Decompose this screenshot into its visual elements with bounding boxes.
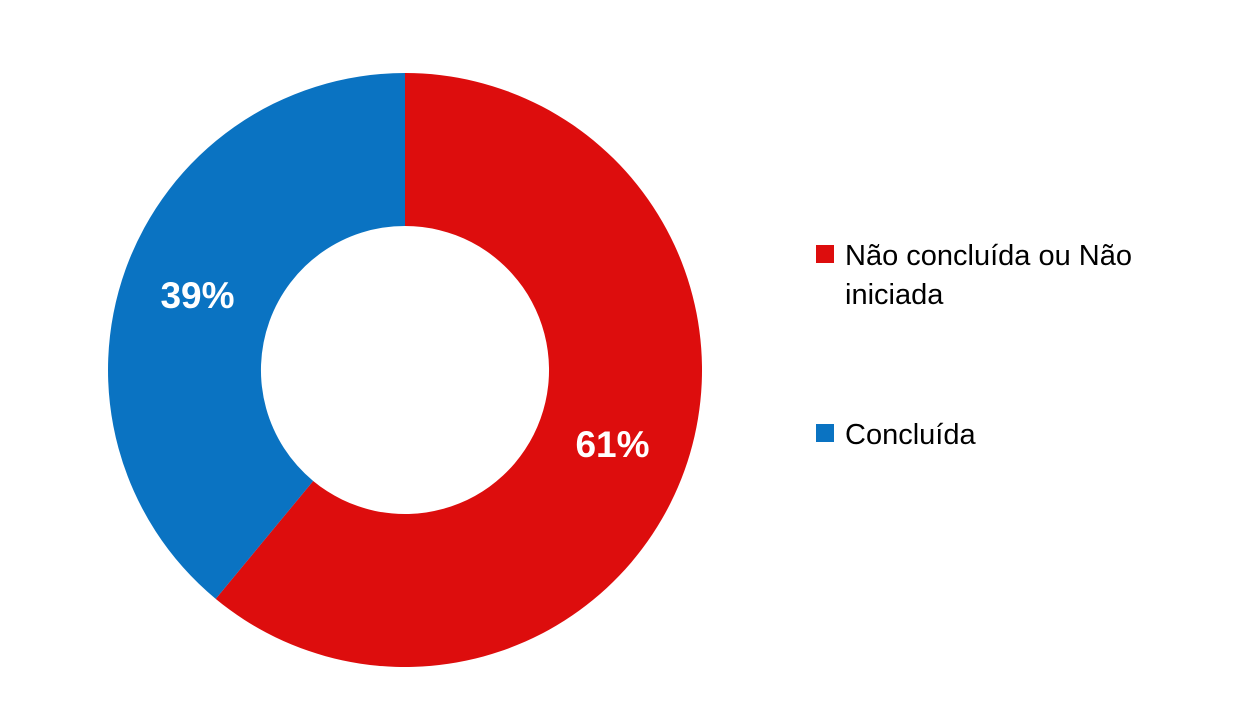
legend-item-concluida: Concluída <box>816 416 976 455</box>
slice-data-label-1: 39% <box>160 275 234 316</box>
slice-data-label-0: 61% <box>575 424 649 465</box>
legend-label-concluida: Concluída <box>845 419 976 451</box>
legend-swatch-red <box>816 245 834 263</box>
legend-swatch-blue <box>816 424 834 442</box>
legend-label-nao-concluida: Não concluída ou Não iniciada <box>845 240 1132 311</box>
legend-item-nao-concluida: Não concluída ou Não iniciada <box>816 237 1164 315</box>
pie-slice-1 <box>108 73 405 599</box>
pie-slice-0 <box>215 73 703 667</box>
